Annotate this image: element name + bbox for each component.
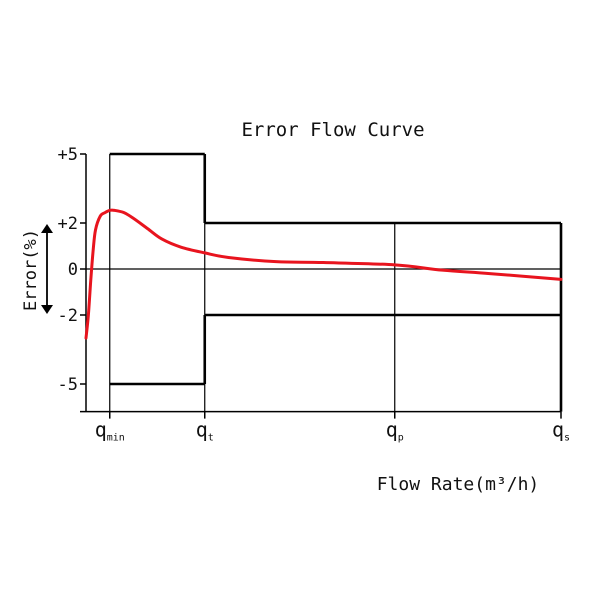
x-tick-main: q [95, 418, 107, 442]
x-tick-main: q [196, 418, 208, 442]
y-axis-arrow-up [41, 224, 53, 233]
x-tick-main: q [552, 418, 564, 442]
error-curve-layer [84, 208, 563, 340]
y-tick-labels: +5 +2 0 -2 -5 [58, 145, 78, 395]
x-tick-label: qt [196, 418, 214, 444]
x-tick-main: q [386, 418, 398, 442]
x-tick-label: qs [552, 418, 570, 444]
error-curve-line [84, 208, 563, 340]
axes [80, 153, 562, 419]
y-tick-label: -5 [58, 375, 78, 395]
x-tick-subscript: s [564, 433, 570, 444]
x-tick-subscript: p [398, 433, 404, 444]
x-tick-subscript: t [208, 433, 214, 444]
x-tick-label: qmin [95, 418, 125, 444]
chart-title: Error Flow Curve [241, 119, 424, 141]
x-tick-labels: qmin qt qp qs [95, 418, 570, 444]
y-tick-label: -2 [58, 306, 78, 326]
y-tick-label: +5 [58, 145, 78, 165]
error-limit-boxes [109, 152, 563, 412]
x-axis-label: Flow Rate(m³/h) [377, 474, 540, 495]
y-axis-arrow-down [41, 305, 53, 314]
y-tick-label: +2 [58, 214, 78, 234]
x-tick-label: qp [386, 418, 404, 444]
y-tick-label: 0 [68, 260, 78, 280]
y-axis-label-group: Error(%) [21, 224, 53, 314]
x-tick-subscript: min [107, 433, 125, 444]
y-axis-label: Error(%) [21, 229, 41, 311]
